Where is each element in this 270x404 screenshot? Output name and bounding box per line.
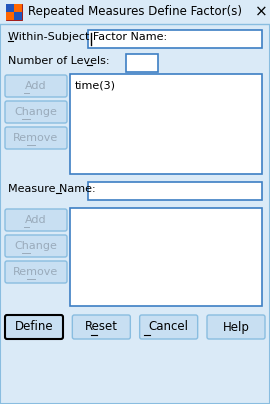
- Text: ×: ×: [255, 4, 267, 19]
- FancyBboxPatch shape: [7, 5, 21, 19]
- FancyBboxPatch shape: [88, 30, 262, 48]
- Text: Number of Levels:: Number of Levels:: [8, 56, 110, 66]
- FancyBboxPatch shape: [6, 4, 22, 20]
- FancyBboxPatch shape: [6, 12, 14, 20]
- Text: Cancel: Cancel: [149, 320, 189, 333]
- Text: Remove: Remove: [14, 267, 59, 277]
- FancyBboxPatch shape: [126, 54, 158, 72]
- Text: Add: Add: [25, 81, 47, 91]
- Text: Change: Change: [15, 241, 58, 251]
- Text: Measure Name:: Measure Name:: [8, 184, 96, 194]
- Text: Define: Define: [15, 320, 53, 333]
- FancyBboxPatch shape: [6, 4, 14, 12]
- FancyBboxPatch shape: [88, 182, 262, 200]
- FancyBboxPatch shape: [72, 315, 130, 339]
- FancyBboxPatch shape: [140, 315, 198, 339]
- FancyBboxPatch shape: [5, 101, 67, 123]
- Text: Change: Change: [15, 107, 58, 117]
- FancyBboxPatch shape: [11, 5, 15, 19]
- FancyBboxPatch shape: [14, 12, 22, 20]
- FancyBboxPatch shape: [14, 4, 22, 12]
- Text: Within-Subject Factor Name:: Within-Subject Factor Name:: [8, 32, 167, 42]
- Text: Help: Help: [222, 320, 249, 333]
- FancyBboxPatch shape: [6, 4, 22, 20]
- Text: Remove: Remove: [14, 133, 59, 143]
- FancyBboxPatch shape: [207, 315, 265, 339]
- FancyBboxPatch shape: [70, 208, 262, 306]
- Text: Repeated Measures Define Factor(s): Repeated Measures Define Factor(s): [28, 6, 242, 19]
- Text: Add: Add: [25, 215, 47, 225]
- FancyBboxPatch shape: [70, 74, 262, 174]
- FancyBboxPatch shape: [5, 75, 67, 97]
- FancyBboxPatch shape: [5, 261, 67, 283]
- Text: time(3): time(3): [75, 81, 116, 91]
- FancyBboxPatch shape: [7, 9, 21, 13]
- FancyBboxPatch shape: [5, 209, 67, 231]
- Text: Reset: Reset: [85, 320, 118, 333]
- FancyBboxPatch shape: [5, 127, 67, 149]
- FancyBboxPatch shape: [5, 315, 63, 339]
- FancyBboxPatch shape: [0, 0, 270, 24]
- FancyBboxPatch shape: [5, 235, 67, 257]
